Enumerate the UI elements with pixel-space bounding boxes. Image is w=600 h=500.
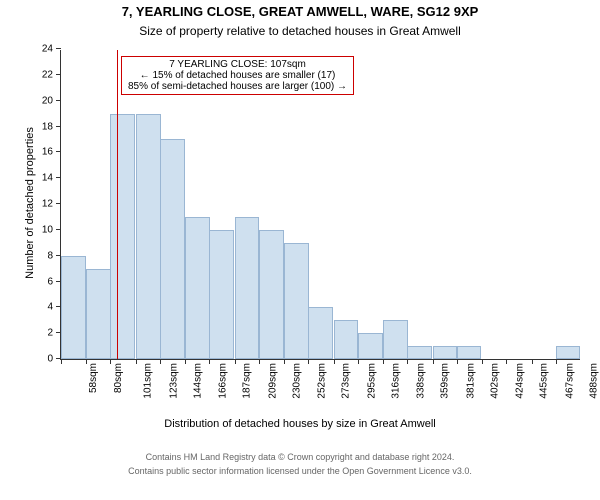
histogram-bar [136, 114, 161, 359]
x-tick-label: 166sqm [218, 363, 229, 399]
histogram-bar [433, 346, 458, 359]
histogram-bar [160, 139, 185, 359]
histogram-bar [457, 346, 482, 359]
x-tick-label: 381sqm [465, 363, 476, 399]
x-tick-label: 209sqm [267, 363, 278, 399]
y-tick-mark [56, 126, 61, 127]
histogram-bar [259, 230, 284, 359]
x-tick-mark [209, 359, 210, 364]
y-tick-mark [56, 203, 61, 204]
annotation-line3: 85% of semi-detached houses are larger (… [128, 81, 347, 92]
histogram-bar [383, 320, 408, 359]
histogram-bar [209, 230, 234, 359]
x-tick-mark [358, 359, 359, 364]
x-tick-label: 144sqm [193, 363, 204, 399]
x-tick-label: 187sqm [242, 363, 253, 399]
x-tick-label: 252sqm [317, 363, 328, 399]
y-tick-label: 10 [42, 224, 61, 235]
chart-title: 7, YEARLING CLOSE, GREAT AMWELL, WARE, S… [0, 4, 600, 19]
chart-container: 7, YEARLING CLOSE, GREAT AMWELL, WARE, S… [0, 0, 600, 500]
x-tick-mark [86, 359, 87, 364]
x-tick-label: 467sqm [564, 363, 575, 399]
y-tick-mark [56, 48, 61, 49]
x-tick-label: 316sqm [390, 363, 401, 399]
x-tick-mark [506, 359, 507, 364]
x-tick-mark [383, 359, 384, 364]
x-tick-mark [185, 359, 186, 364]
footer-copyright: Contains HM Land Registry data © Crown c… [0, 452, 600, 462]
y-tick-label: 14 [42, 173, 61, 184]
histogram-bar [185, 217, 210, 359]
histogram-bar [556, 346, 581, 359]
x-tick-mark [160, 359, 161, 364]
y-tick-label: 20 [42, 95, 61, 106]
y-tick-mark [56, 74, 61, 75]
x-tick-mark [334, 359, 335, 364]
y-tick-label: 8 [47, 250, 61, 261]
x-tick-label: 58sqm [88, 363, 99, 393]
histogram-bar [284, 243, 309, 359]
y-tick-mark [56, 151, 61, 152]
plot-area: 02468101214161820222458sqm80sqm101sqm123… [60, 50, 580, 360]
y-tick-mark [56, 229, 61, 230]
y-tick-label: 18 [42, 121, 61, 132]
histogram-bar [86, 269, 111, 359]
y-tick-label: 16 [42, 147, 61, 158]
property-marker-line [117, 50, 118, 359]
x-tick-mark [284, 359, 285, 364]
x-tick-label: 488sqm [588, 363, 599, 399]
footer-licence: Contains public sector information licen… [0, 466, 600, 476]
x-tick-mark [259, 359, 260, 364]
x-tick-mark [482, 359, 483, 364]
x-tick-label: 101sqm [143, 363, 154, 399]
x-tick-label: 230sqm [291, 363, 302, 399]
x-tick-mark [556, 359, 557, 364]
histogram-bar [235, 217, 260, 359]
x-tick-label: 359sqm [440, 363, 451, 399]
histogram-bar [61, 256, 86, 359]
histogram-bar [110, 114, 135, 359]
y-tick-label: 4 [47, 302, 61, 313]
y-tick-label: 2 [47, 328, 61, 339]
x-tick-mark [61, 359, 62, 364]
annotation-line2: ← 15% of detached houses are smaller (17… [128, 70, 347, 81]
x-tick-label: 295sqm [366, 363, 377, 399]
x-axis-label: Distribution of detached houses by size … [0, 418, 600, 430]
x-tick-mark [235, 359, 236, 364]
x-tick-label: 80sqm [113, 363, 124, 393]
x-tick-mark [433, 359, 434, 364]
annotation-box: 7 YEARLING CLOSE: 107sqm← 15% of detache… [121, 56, 354, 95]
x-tick-label: 273sqm [341, 363, 352, 399]
y-axis-label: Number of detached properties [24, 103, 36, 303]
histogram-bar [334, 320, 359, 359]
histogram-bar [407, 346, 432, 359]
x-tick-mark [110, 359, 111, 364]
y-tick-label: 12 [42, 199, 61, 210]
y-tick-mark [56, 100, 61, 101]
x-tick-label: 123sqm [168, 363, 179, 399]
x-tick-label: 445sqm [539, 363, 550, 399]
x-tick-mark [457, 359, 458, 364]
x-tick-mark [407, 359, 408, 364]
y-tick-label: 22 [42, 69, 61, 80]
x-tick-mark [532, 359, 533, 364]
annotation-line1: 7 YEARLING CLOSE: 107sqm [128, 59, 347, 70]
x-tick-mark [136, 359, 137, 364]
y-tick-label: 0 [47, 354, 61, 365]
histogram-bar [308, 307, 333, 359]
x-tick-mark [308, 359, 309, 364]
x-tick-label: 424sqm [515, 363, 526, 399]
y-tick-label: 6 [47, 276, 61, 287]
x-tick-label: 338sqm [416, 363, 427, 399]
chart-subtitle: Size of property relative to detached ho… [0, 24, 600, 38]
y-tick-mark [56, 177, 61, 178]
histogram-bar [358, 333, 383, 359]
y-tick-label: 24 [42, 44, 61, 55]
x-tick-label: 402sqm [489, 363, 500, 399]
